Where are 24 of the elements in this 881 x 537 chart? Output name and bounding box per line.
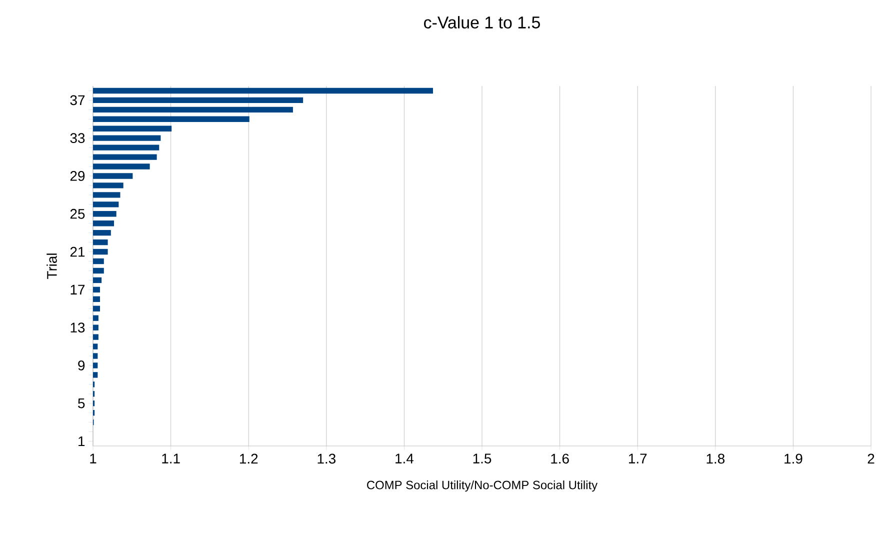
- x-tick-label: 1.5: [473, 454, 492, 464]
- x-axis-title: COMP Social Utility/No-COMP Social Utility: [367, 480, 598, 492]
- y-tick-label: 17: [70, 284, 85, 294]
- y-tick-label: 25: [70, 208, 85, 219]
- x-tick-label: 1.3: [318, 454, 336, 464]
- y-tick-label: 9: [78, 360, 85, 370]
- x-tick-label: 1: [90, 454, 96, 464]
- y-tick-label: 33: [70, 133, 85, 144]
- x-tick-label: 1.7: [628, 454, 647, 464]
- y-tick-label: 1: [78, 436, 85, 446]
- y-tick-label: 13: [70, 322, 85, 333]
- x-tick-label: 1.8: [706, 454, 725, 464]
- x-tick-label: 1.4: [396, 454, 414, 464]
- x-tick-label: 1.2: [240, 454, 258, 464]
- y-tick-label: 37: [70, 95, 85, 106]
- x-tick-label: 1.9: [784, 454, 802, 464]
- y-tick-label: 21: [70, 246, 85, 257]
- x-tick-label: 2: [868, 454, 874, 464]
- chart-title: c-Value 1 to 1.5: [424, 16, 540, 28]
- y-tick-label: 5: [78, 398, 85, 408]
- y-axis-title: Trial: [46, 254, 57, 279]
- x-tick-label: 1.1: [162, 454, 180, 464]
- y-tick-label: 29: [70, 171, 85, 181]
- x-tick-label: 1.6: [551, 454, 569, 464]
